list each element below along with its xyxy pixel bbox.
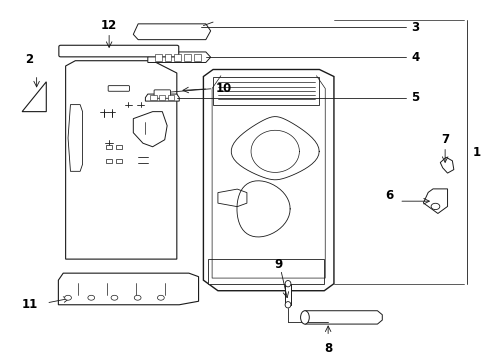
Polygon shape <box>133 112 167 147</box>
Bar <box>116 145 122 149</box>
Polygon shape <box>285 284 290 305</box>
FancyBboxPatch shape <box>59 45 179 57</box>
Bar <box>193 54 200 61</box>
Bar <box>106 145 112 149</box>
FancyBboxPatch shape <box>154 90 170 98</box>
Circle shape <box>430 203 439 210</box>
Polygon shape <box>305 311 382 324</box>
Bar <box>167 95 174 100</box>
Bar <box>155 54 162 61</box>
Polygon shape <box>65 61 177 259</box>
Polygon shape <box>218 189 246 207</box>
Text: 1: 1 <box>472 145 480 158</box>
Bar <box>106 159 112 163</box>
Bar <box>174 54 181 61</box>
Circle shape <box>157 295 164 300</box>
Text: 11: 11 <box>21 298 38 311</box>
Ellipse shape <box>300 311 308 324</box>
Circle shape <box>111 295 118 300</box>
Polygon shape <box>208 259 324 284</box>
Polygon shape <box>203 69 333 291</box>
Polygon shape <box>133 24 210 40</box>
Bar <box>164 54 171 61</box>
Bar <box>159 95 165 100</box>
Text: 9: 9 <box>274 258 282 271</box>
Text: 12: 12 <box>101 19 117 32</box>
Polygon shape <box>145 94 179 101</box>
Polygon shape <box>68 105 82 171</box>
Polygon shape <box>22 82 46 112</box>
Text: 10: 10 <box>215 82 231 95</box>
Text: 2: 2 <box>25 53 33 66</box>
Text: 3: 3 <box>410 21 419 34</box>
Text: 7: 7 <box>440 133 448 146</box>
Bar <box>150 95 156 100</box>
Polygon shape <box>147 52 210 63</box>
Polygon shape <box>213 77 319 105</box>
Polygon shape <box>423 189 447 213</box>
Ellipse shape <box>285 280 290 287</box>
Ellipse shape <box>285 302 290 308</box>
Text: 4: 4 <box>410 51 419 64</box>
Circle shape <box>88 295 95 300</box>
Bar <box>116 159 122 163</box>
Polygon shape <box>58 273 198 305</box>
Polygon shape <box>439 157 453 173</box>
Circle shape <box>64 295 71 300</box>
Text: 8: 8 <box>324 342 331 355</box>
Text: 6: 6 <box>385 189 393 202</box>
FancyBboxPatch shape <box>108 86 129 91</box>
Bar <box>183 54 190 61</box>
Circle shape <box>134 295 141 300</box>
Text: 5: 5 <box>410 91 419 104</box>
